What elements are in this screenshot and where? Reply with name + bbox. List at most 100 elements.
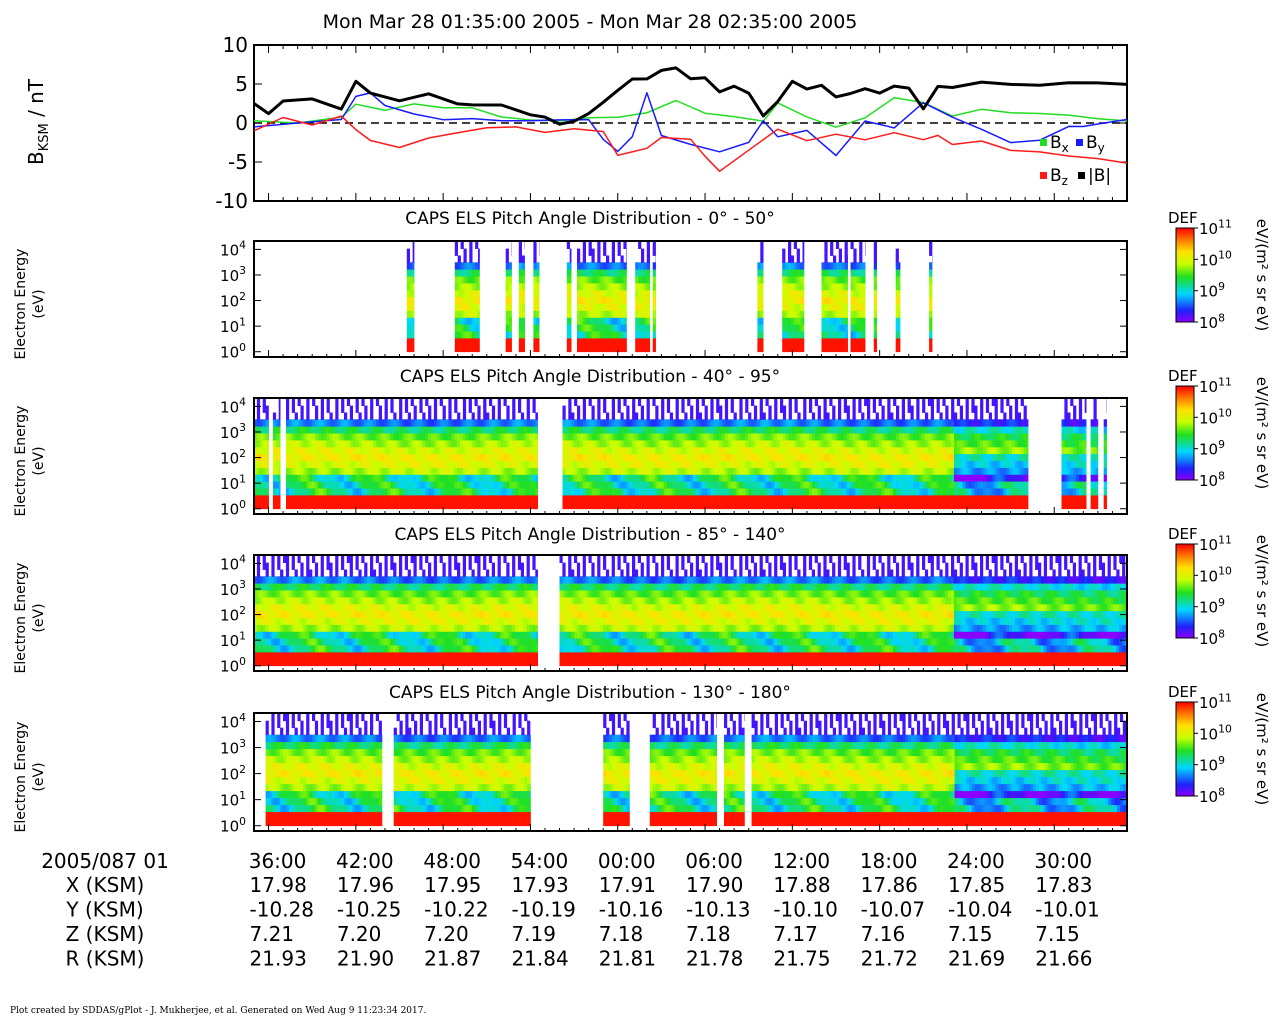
spectrogram-cell (332, 426, 336, 434)
spectrogram-cell (323, 495, 327, 503)
spectrogram-cell (811, 426, 816, 434)
spectrogram-cell (853, 269, 857, 277)
spectrogram-cell (460, 276, 464, 284)
spectrogram-cell (515, 488, 519, 496)
spectrogram-cell (574, 495, 578, 503)
spectrogram-cell (751, 501, 755, 510)
spectrogram-cell (739, 453, 743, 461)
spectrogram-cell (617, 262, 621, 270)
spectrogram-cell (515, 467, 519, 475)
spectrogram-cell (901, 501, 905, 510)
spectrogram-cell (887, 501, 891, 510)
spectrogram-cell (474, 398, 478, 406)
spectrogram-cell (823, 412, 827, 420)
spectrogram-cell (927, 419, 932, 427)
spectrogram-cell (843, 433, 847, 441)
spectrogram-cell (858, 446, 862, 455)
spectrogram-cell (649, 474, 653, 482)
spectrogram-cell (895, 262, 899, 270)
spectrogram-cell (518, 338, 522, 346)
spectrogram-cell (658, 446, 662, 455)
spectrogram-cell (533, 283, 537, 291)
spectrogram-cell (393, 426, 397, 434)
spectrogram-cell (568, 398, 572, 406)
spectrogram-cell (835, 303, 840, 311)
spectrogram-cell (568, 488, 572, 496)
spectrogram-cell (442, 474, 446, 482)
spectrogram-cell (533, 255, 537, 263)
spectrogram-cell (901, 453, 905, 461)
spectrogram-cell (577, 269, 581, 277)
spectrogram-cell (378, 481, 382, 489)
spectrogram-cell (948, 495, 952, 503)
spectrogram-cell (916, 481, 920, 489)
spectrogram-cell (887, 419, 891, 427)
spectrogram-cell (606, 467, 610, 475)
spectrogram-cell (811, 501, 816, 510)
spectrogram-cell (945, 474, 949, 482)
spectrogram-cell (341, 426, 345, 434)
spectrogram-cell (965, 488, 969, 496)
spectrogram-cell (594, 269, 598, 277)
spectrogram-cell (788, 331, 792, 339)
spectrogram-cell (617, 426, 621, 434)
spectrogram-cell (794, 481, 798, 489)
spectrogram-cell (1003, 412, 1007, 420)
spectrogram-cell (460, 317, 464, 325)
spectrogram-cell (916, 440, 920, 448)
spectrogram-cell (629, 481, 633, 489)
spectrogram-cell (730, 460, 734, 468)
spectrogram-cell (849, 474, 853, 482)
spectrogram-cell (838, 501, 842, 510)
spectrogram-cell (312, 398, 316, 406)
spectrogram-cell (521, 296, 525, 304)
spectrogram-cell (297, 495, 301, 503)
spectrogram-cell (817, 481, 821, 489)
spectrogram-cell (349, 419, 353, 427)
spectrogram-cell (872, 405, 876, 413)
spectrogram-cell (768, 419, 772, 427)
spectrogram-cell (620, 262, 624, 270)
spectrogram-cell (980, 460, 984, 468)
spectrogram-cell (629, 419, 633, 427)
spectrogram-cell (844, 276, 848, 284)
spectrogram-cell (370, 405, 374, 413)
spectrogram-cell (300, 419, 304, 427)
spectrogram-cell (690, 501, 694, 510)
spectrogram-cell (594, 324, 598, 332)
spectrogram-cell (384, 433, 388, 441)
spectrogram-cell (727, 426, 731, 434)
spectrogram-cell (571, 426, 575, 434)
spectrogram-cell (396, 446, 400, 455)
spectrogram-cell (286, 398, 290, 406)
spectrogram-cell (480, 460, 484, 468)
spectrogram-cell (469, 303, 473, 311)
spectrogram-cell (887, 426, 891, 434)
spectrogram-cell (1006, 495, 1010, 503)
spectrogram-cell (762, 495, 766, 503)
spectrogram-cell (491, 440, 496, 448)
spectrogram-cell (823, 433, 827, 441)
spectrogram-cell (259, 426, 263, 434)
spectrogram-cell (288, 460, 293, 468)
spectrogram-cell (445, 488, 449, 496)
spectrogram-cell (898, 440, 903, 448)
spectrogram-cell (460, 241, 464, 249)
spectrogram-cell (402, 460, 406, 468)
spectrogram-cell (994, 460, 998, 468)
spectrogram-cell (497, 467, 501, 475)
spectrogram-cell (1006, 433, 1010, 441)
spectrogram-cell (409, 262, 413, 270)
spectrogram-cell (509, 488, 513, 496)
spectrogram-cell (373, 481, 377, 489)
spectrogram-cell (370, 419, 374, 427)
spectrogram-cell (771, 440, 775, 448)
spectrogram-cell (890, 446, 894, 455)
spectrogram-cell (603, 310, 607, 318)
series-line-btot (253, 66, 1128, 126)
spectrogram-cell (904, 481, 908, 489)
spectrogram-cell (521, 310, 525, 318)
spectrogram-cell (942, 426, 946, 434)
spectrogram-cell (727, 501, 731, 510)
spectrogram-cell (997, 501, 1001, 510)
